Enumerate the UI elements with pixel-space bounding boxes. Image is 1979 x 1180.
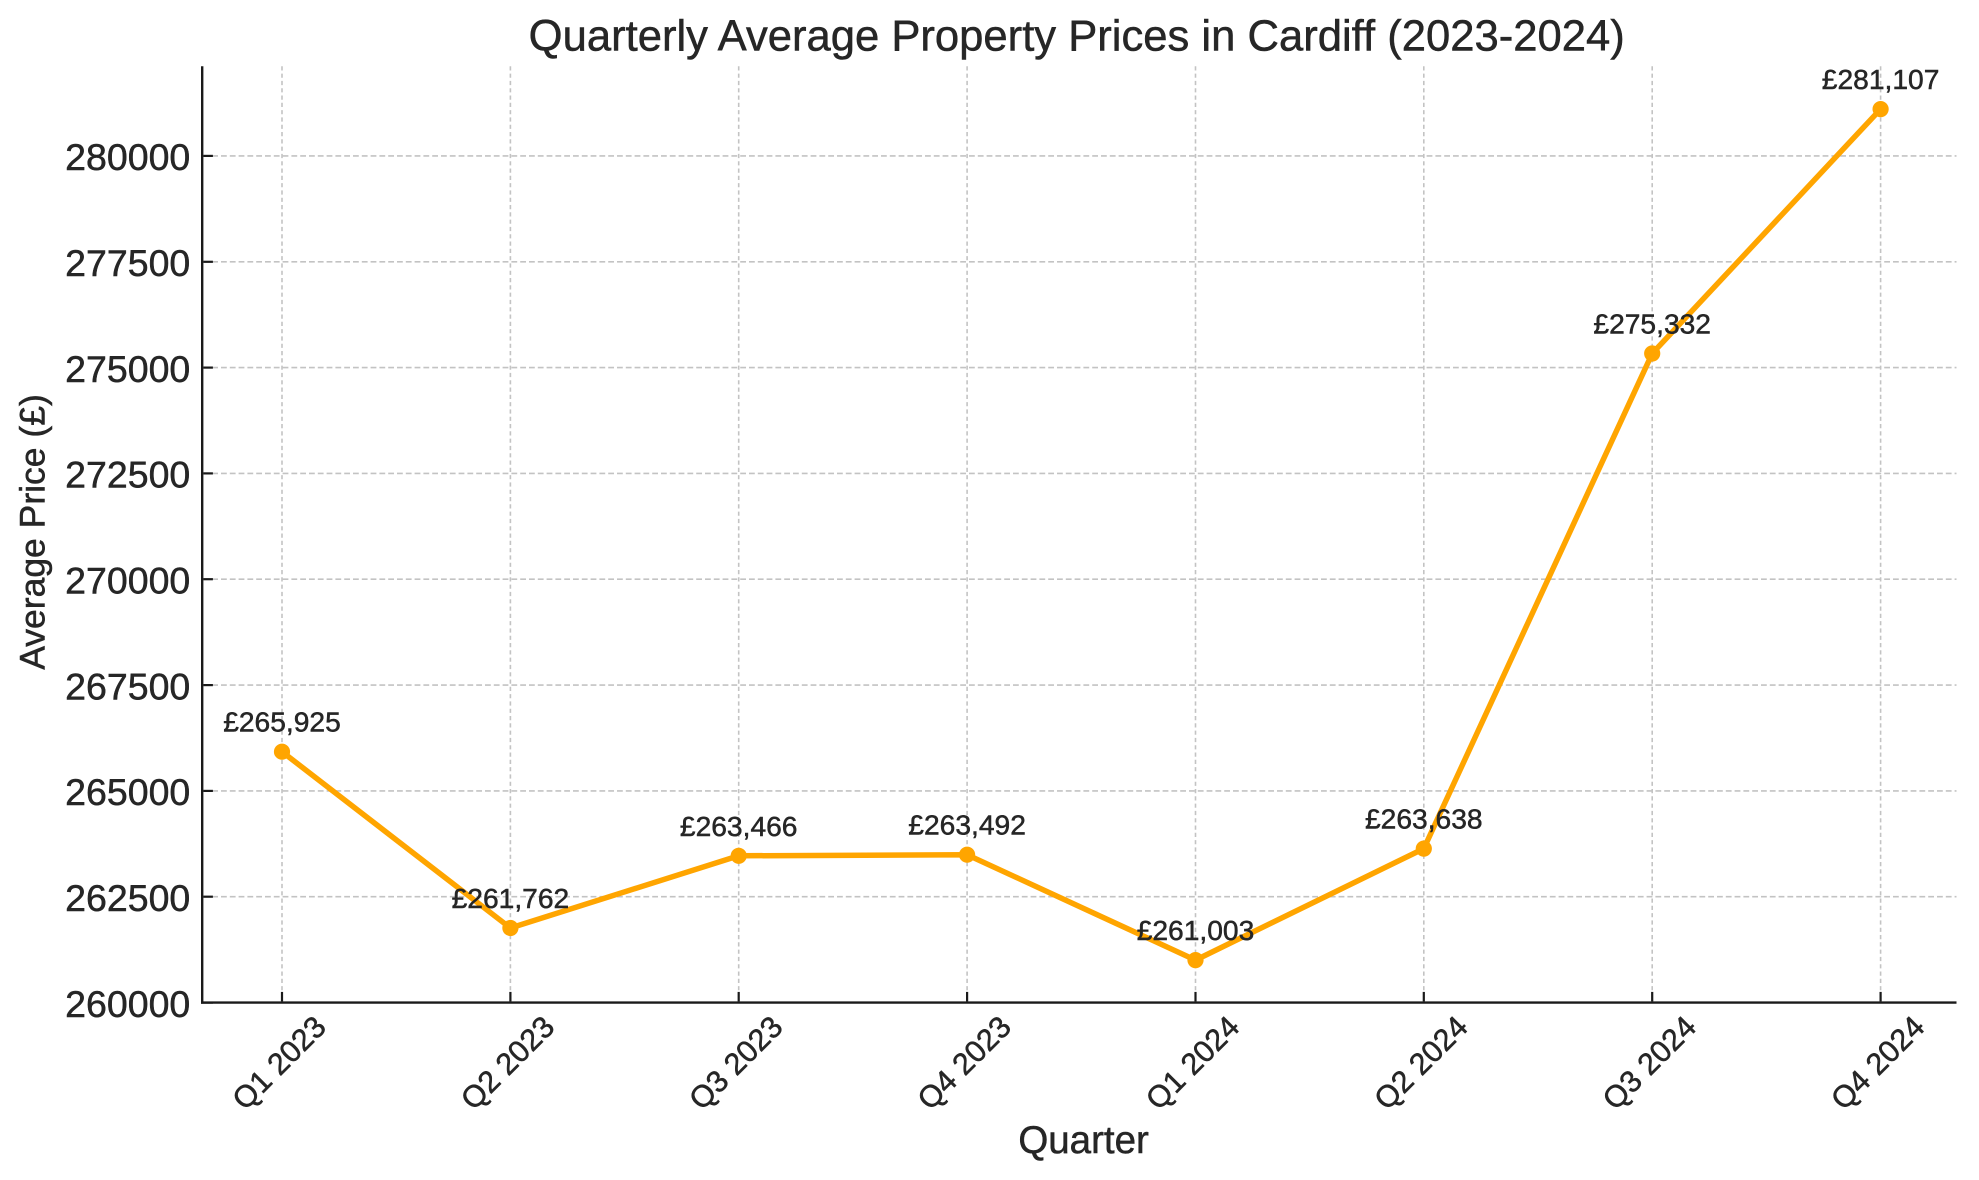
svg-text:£261,762: £261,762: [452, 882, 570, 914]
svg-text:275000: 275000: [65, 348, 190, 390]
svg-text:£275,332: £275,332: [1593, 308, 1711, 340]
svg-text:£281,107: £281,107: [1822, 63, 1940, 95]
svg-text:Average Price (£): Average Price (£): [12, 394, 52, 670]
svg-text:265000: 265000: [65, 771, 190, 813]
svg-text:272500: 272500: [65, 454, 190, 496]
svg-text:£261,003: £261,003: [1137, 914, 1255, 946]
svg-text:270000: 270000: [65, 560, 190, 602]
svg-text:£263,466: £263,466: [680, 810, 798, 842]
svg-text:267500: 267500: [65, 665, 190, 707]
svg-text:277500: 277500: [65, 242, 190, 284]
svg-text:Quarter: Quarter: [1018, 1119, 1149, 1162]
svg-text:262500: 262500: [65, 877, 190, 919]
svg-text:Quarterly Average Property Pri: Quarterly Average Property Prices in Car…: [529, 13, 1625, 61]
svg-text:£263,492: £263,492: [908, 809, 1026, 841]
svg-text:£263,638: £263,638: [1365, 803, 1483, 835]
svg-text:260000: 260000: [65, 983, 190, 1025]
svg-text:£265,925: £265,925: [223, 706, 341, 738]
svg-text:280000: 280000: [65, 136, 190, 178]
